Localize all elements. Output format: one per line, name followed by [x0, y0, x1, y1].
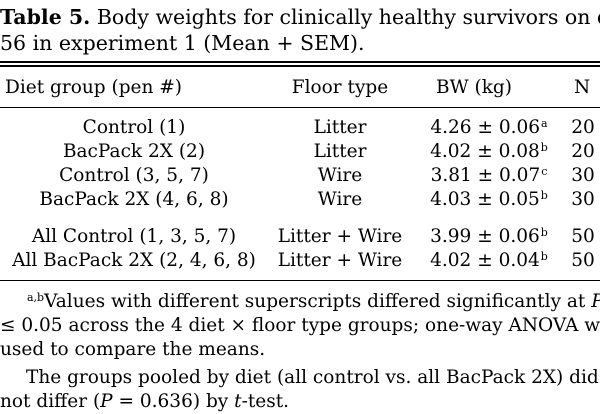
cell-floor: Wire	[317, 189, 363, 210]
cell-n: 30	[571, 189, 595, 210]
footnote-1-line-2: ≤ 0.05 across the 4 diet × floor type gr…	[0, 315, 600, 336]
cell-group: BacPack 2X (2)	[62, 141, 206, 162]
cell-bw: 4.26 ± 0.06a	[430, 117, 548, 138]
caption-label: Table 5.	[0, 5, 91, 29]
cell-group: All Control (1, 3, 5, 7)	[31, 226, 237, 247]
cell-group: All BacPack 2X (2, 4, 6, 8)	[12, 250, 256, 271]
cell-floor: Wire	[317, 165, 363, 186]
cell-floor: Litter	[313, 141, 367, 162]
cell-floor: Litter + Wire	[277, 250, 403, 271]
header-rule	[0, 107, 600, 108]
footnote-sup: a,b	[27, 291, 45, 304]
cell-n: 50	[571, 226, 595, 247]
footnote-1-line-3: used to compare the means.	[0, 339, 266, 360]
footnote-2-line-2: not differ (P = 0.636) by t-test.	[0, 391, 290, 412]
cell-bw: 3.99 ± 0.06b	[430, 226, 548, 247]
cell-group: Control (3, 5, 7)	[59, 165, 209, 186]
cell-group: Control (1)	[82, 117, 186, 138]
cell-bw: 4.02 ± 0.08b	[430, 141, 548, 162]
cell-n: 30	[571, 165, 595, 186]
cell-n: 20	[571, 141, 595, 162]
table-top-rule-2	[0, 65, 600, 67]
cell-floor: Litter + Wire	[277, 226, 403, 247]
table-caption: Table 5. Body weights for clinically hea…	[0, 4, 600, 56]
cell-bw: 3.81 ± 0.07c	[430, 165, 548, 186]
footnote-1-line-1: a,bValues with different superscripts di…	[27, 291, 600, 312]
table-top-rule	[0, 61, 600, 63]
cell-bw: 4.03 ± 0.05b	[430, 189, 548, 210]
cell-n: 50	[571, 250, 595, 271]
cell-group: BacPack 2X (4, 6, 8)	[39, 189, 229, 210]
caption-line-1: Table 5. Body weights for clinically hea…	[0, 4, 600, 30]
table-bottom-rule	[0, 280, 600, 281]
header-floor-type: Floor type	[291, 77, 389, 98]
cell-n: 20	[571, 117, 595, 138]
caption-line-2: 56 in experiment 1 (Mean + SEM).	[0, 31, 365, 55]
header-n: N	[574, 77, 591, 98]
cell-floor: Litter	[313, 117, 367, 138]
header-diet-group: Diet group (pen #)	[5, 77, 182, 98]
footnote-2-line-1: The groups pooled by diet (all control v…	[26, 367, 599, 388]
caption-text-1: Body weights for clinically healthy surv…	[96, 5, 600, 29]
header-bw: BW (kg)	[436, 77, 512, 98]
cell-bw: 4.02 ± 0.04b	[430, 250, 548, 271]
